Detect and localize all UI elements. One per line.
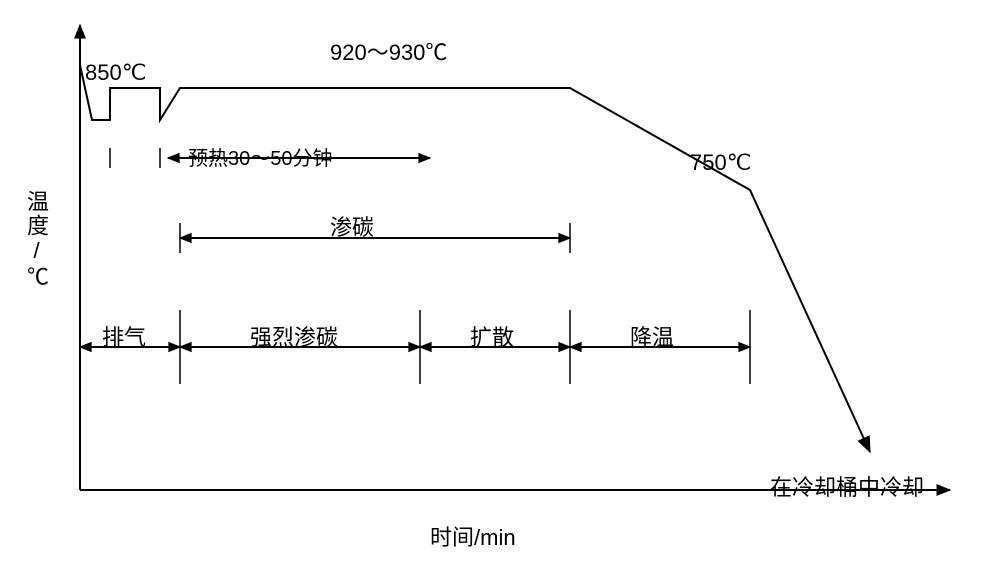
right-temp-label: 750℃ (690, 150, 751, 176)
left-temp-label: 850℃ (85, 60, 146, 86)
y-axis-label: 温度/℃ (20, 190, 52, 289)
stage-strong-carb-label: 强烈渗碳 (250, 320, 338, 352)
top-temp-label: 920～930℃ (330, 35, 447, 67)
preheat-label: 预热30～50分钟 (188, 142, 333, 171)
cooling-label: 在冷却桶中冷却 (770, 470, 924, 502)
stage-diffusion-label: 扩散 (470, 320, 514, 352)
stage-cooldown-label: 降温 (630, 320, 674, 352)
stage-exhaust-label: 排气 (102, 320, 146, 352)
x-axis-label: 时间/min (430, 520, 516, 552)
carburize-label: 渗碳 (330, 210, 374, 242)
